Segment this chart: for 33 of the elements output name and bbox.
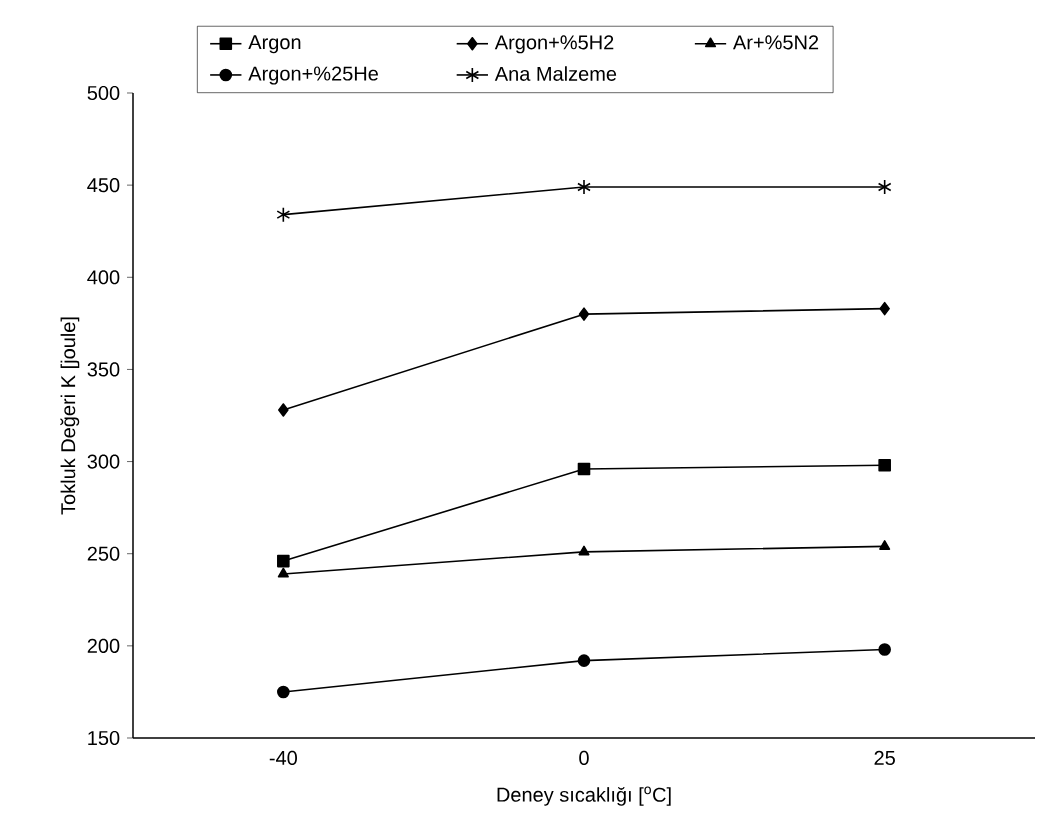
x-axis-title: Deney sıcaklığı [$^{o}$C] [497, 786, 671, 806]
point [577, 462, 591, 476]
y-tick-label: 400 [87, 270, 120, 285]
point [278, 403, 289, 417]
y-tick-label: 250 [87, 546, 120, 561]
y-tick-label: 500 [87, 85, 120, 101]
y-axis-title: Tokluk Değeri K [joule] [60, 317, 80, 515]
x-tick-label: -40 [269, 750, 297, 766]
point [878, 458, 891, 472]
point [577, 654, 591, 667]
point [879, 301, 890, 316]
legend-label: Argon+%25He [248, 66, 378, 85]
point [277, 567, 289, 578]
legend-label: Ar+%5N2 [732, 35, 819, 50]
point [879, 540, 891, 550]
point [276, 206, 291, 223]
legend-label: Argon [248, 35, 301, 54]
x-tick-label: 25 [874, 750, 895, 766]
y-tick-label: 150 [88, 730, 120, 746]
x-tick-label: 0 [579, 750, 589, 766]
point [578, 545, 590, 556]
point [277, 685, 290, 699]
y-tick-label: 200 [87, 638, 120, 653]
legend-label: Ana Malzeme [494, 66, 617, 81]
y-tick-label: 300 [87, 454, 120, 469]
point [577, 179, 591, 195]
point [878, 643, 891, 656]
point [578, 307, 590, 321]
y-tick-label: 450 [87, 178, 120, 193]
point [277, 554, 290, 568]
y-tick-label: 350 [87, 362, 120, 377]
point [877, 179, 892, 195]
legend-label: Argon+%5H2 [494, 35, 614, 54]
